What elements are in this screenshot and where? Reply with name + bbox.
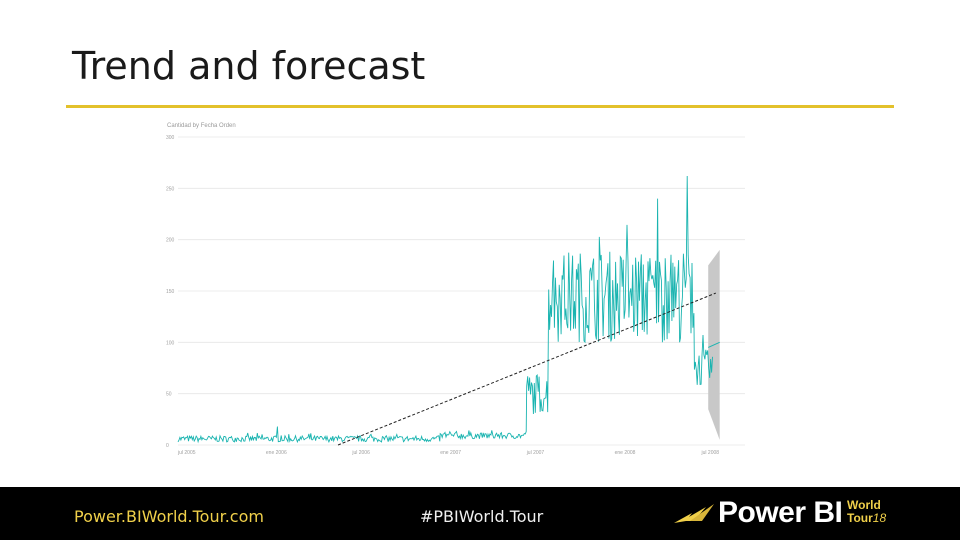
- x-tick-label: jul 2008: [701, 450, 720, 456]
- gridlines: [178, 136, 745, 446]
- footer-bar: Power.BIWorld.Tour.com #PBIWorld.Tour Po…: [0, 487, 960, 540]
- y-tick-label: 250: [166, 186, 175, 192]
- title-underline: [66, 105, 894, 108]
- logo-brand-text: Power BI: [718, 496, 843, 529]
- actual-series-line: [177, 175, 713, 444]
- logo-event-year: 18: [872, 511, 887, 525]
- trend-line: [337, 292, 717, 446]
- chart-title: Cantidad by Fecha Orden: [167, 123, 236, 129]
- forecast-line: [708, 341, 720, 348]
- x-tick-label: jul 2005: [177, 450, 196, 456]
- y-tick-label: 150: [166, 289, 175, 295]
- y-tick-label: 50: [166, 392, 172, 398]
- x-tick-label: ene 2006: [266, 450, 287, 456]
- logo-event-line1: World: [847, 498, 881, 512]
- x-tick-label: jul 2007: [526, 450, 545, 456]
- logo-event-line2: Tour18: [847, 512, 897, 525]
- footer-website-link[interactable]: Power.BIWorld.Tour.com: [74, 507, 264, 526]
- x-tick-label: ene 2007: [440, 450, 461, 456]
- logo-event-text: World Tour18: [847, 499, 897, 525]
- logo-event-word: Tour: [847, 511, 873, 525]
- series: [177, 175, 720, 446]
- y-tick-label: 300: [166, 135, 175, 141]
- x-axis: jul 2005 ene 2006 jul 2006 ene 2007 jul 2007…: [177, 450, 719, 456]
- trend-chart: Cantidad by Fecha Orden 0 50 100 150 200 250 3…: [160, 115, 760, 465]
- y-tick-label: 0: [166, 443, 169, 449]
- x-tick-label: ene 2008: [615, 450, 636, 456]
- x-tick-label: jul 2006: [351, 450, 370, 456]
- power-bi-swoosh-icon: [674, 504, 714, 523]
- slide-title: Trend and forecast: [72, 44, 426, 88]
- footer-hashtag: #PBIWorld.Tour: [420, 507, 544, 526]
- trend-forecast-line-chart: Cantidad by Fecha Orden 0 50 100 150 200 250 3…: [166, 123, 745, 456]
- y-axis: 0 50 100 150 200 250 300: [166, 135, 175, 449]
- y-tick-label: 100: [166, 340, 175, 346]
- y-tick-label: 200: [166, 238, 175, 244]
